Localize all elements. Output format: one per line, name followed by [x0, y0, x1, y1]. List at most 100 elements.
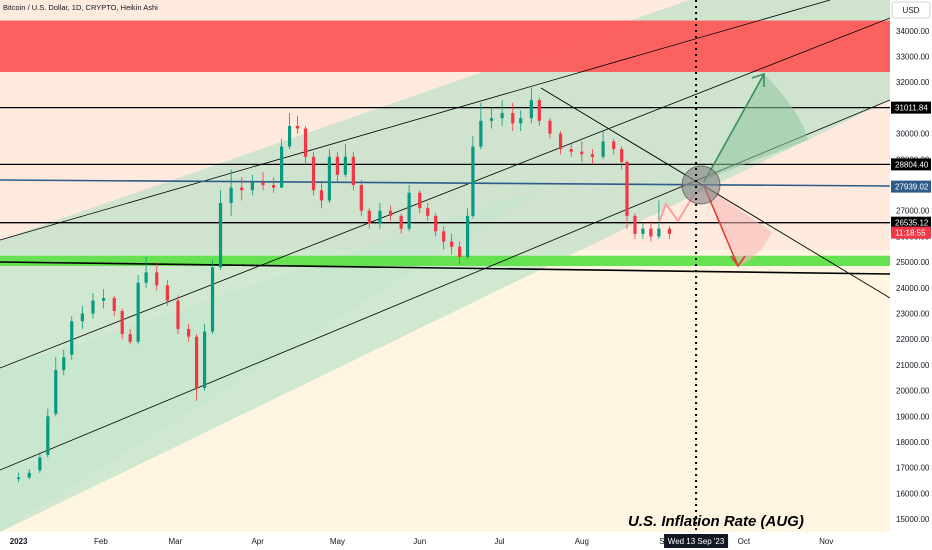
axis-panel	[890, 0, 932, 550]
candle-body	[62, 357, 66, 371]
candle-body	[612, 141, 616, 150]
candle-body	[303, 128, 308, 157]
price-tag-label: 27939.02	[895, 183, 929, 192]
candle	[418, 190, 422, 214]
candle	[407, 185, 411, 232]
candle	[210, 259, 215, 335]
candle	[46, 408, 50, 458]
candle	[54, 357, 58, 417]
y-tick-label: 16000.00	[896, 489, 930, 498]
candle-body	[558, 133, 563, 150]
candle-body	[250, 182, 254, 191]
candle-body	[426, 208, 430, 216]
candle	[399, 213, 403, 234]
support-zone	[0, 255, 890, 266]
candle	[351, 151, 355, 191]
candle	[612, 138, 616, 155]
price-tag: 26535.12	[891, 216, 931, 229]
y-tick-label: 32000.00	[896, 78, 930, 87]
candle-body	[80, 313, 84, 322]
candle	[165, 280, 169, 306]
x-tick-label: May	[330, 537, 345, 546]
candle-body	[287, 125, 292, 147]
candle	[120, 308, 124, 340]
candle	[128, 328, 132, 345]
candle	[489, 107, 494, 129]
candle	[649, 221, 653, 242]
candle	[458, 241, 462, 265]
event-date-label: Wed 13 Sep '23	[668, 537, 725, 546]
candle-body	[202, 331, 207, 389]
candle-body	[120, 310, 124, 335]
currency-box[interactable]	[891, 1, 931, 19]
candle	[261, 172, 265, 191]
candle-body	[46, 416, 50, 455]
candle	[303, 125, 308, 165]
candle	[280, 138, 284, 188]
candle	[70, 316, 74, 360]
x-tick-label: Mar	[168, 537, 182, 546]
y-tick-label: 18000.00	[896, 438, 930, 447]
candle-body	[240, 187, 244, 191]
candle	[450, 233, 454, 255]
candle-body	[601, 141, 605, 157]
x-tick-label: 2023	[10, 537, 28, 546]
candle	[378, 203, 382, 229]
price-tag-label: 26535.12	[895, 219, 929, 228]
candles-group	[16, 87, 672, 482]
y-tick-label: 30000.00	[896, 130, 930, 139]
candle	[442, 226, 446, 250]
candle-body	[418, 192, 422, 209]
candle	[434, 213, 438, 237]
candle-body	[359, 185, 363, 211]
candle-body	[343, 156, 347, 175]
price-tag: 27939.02	[891, 180, 931, 193]
candle-body	[465, 215, 470, 258]
candle	[327, 149, 332, 204]
candle-body	[210, 267, 215, 332]
candle	[519, 110, 523, 132]
candle-body	[194, 336, 199, 389]
price-tag-bg	[891, 216, 931, 229]
x-tick-label: Jul	[494, 537, 504, 546]
candle	[569, 143, 573, 157]
candle-body	[399, 215, 403, 229]
candle-body	[27, 472, 31, 478]
candle	[367, 208, 371, 229]
candle	[38, 452, 42, 473]
lower-channel-fill	[0, 190, 540, 532]
candle-body	[38, 457, 42, 471]
currency-label: USD	[903, 6, 920, 15]
bullish-arrow-line	[703, 73, 765, 183]
candle	[590, 149, 595, 165]
candle	[479, 102, 483, 150]
candle	[335, 151, 340, 183]
candle-body	[319, 190, 324, 201]
y-tick-label: 17000.00	[896, 464, 930, 473]
candle	[287, 113, 292, 150]
candle	[240, 177, 244, 201]
candle-body	[155, 272, 159, 286]
candle	[500, 100, 504, 126]
candle-body	[16, 477, 21, 480]
candle	[511, 102, 515, 132]
pivot-circle	[681, 165, 721, 205]
blue-trend-line	[0, 179, 890, 187]
candle	[388, 205, 393, 222]
candle-body	[450, 241, 454, 247]
candle-body	[112, 298, 116, 311]
y-tick-label: 19000.00	[896, 412, 930, 421]
candle-body	[351, 156, 355, 186]
channel-upper-line	[0, 0, 831, 241]
candle-body	[229, 187, 233, 204]
candle-body	[580, 151, 584, 155]
price-tag-bg	[891, 226, 931, 239]
candle	[187, 323, 191, 342]
y-tick-label: 33000.00	[896, 53, 930, 62]
candle	[319, 182, 324, 209]
x-tick-label: Jun	[413, 537, 426, 546]
candle-body	[442, 231, 446, 242]
